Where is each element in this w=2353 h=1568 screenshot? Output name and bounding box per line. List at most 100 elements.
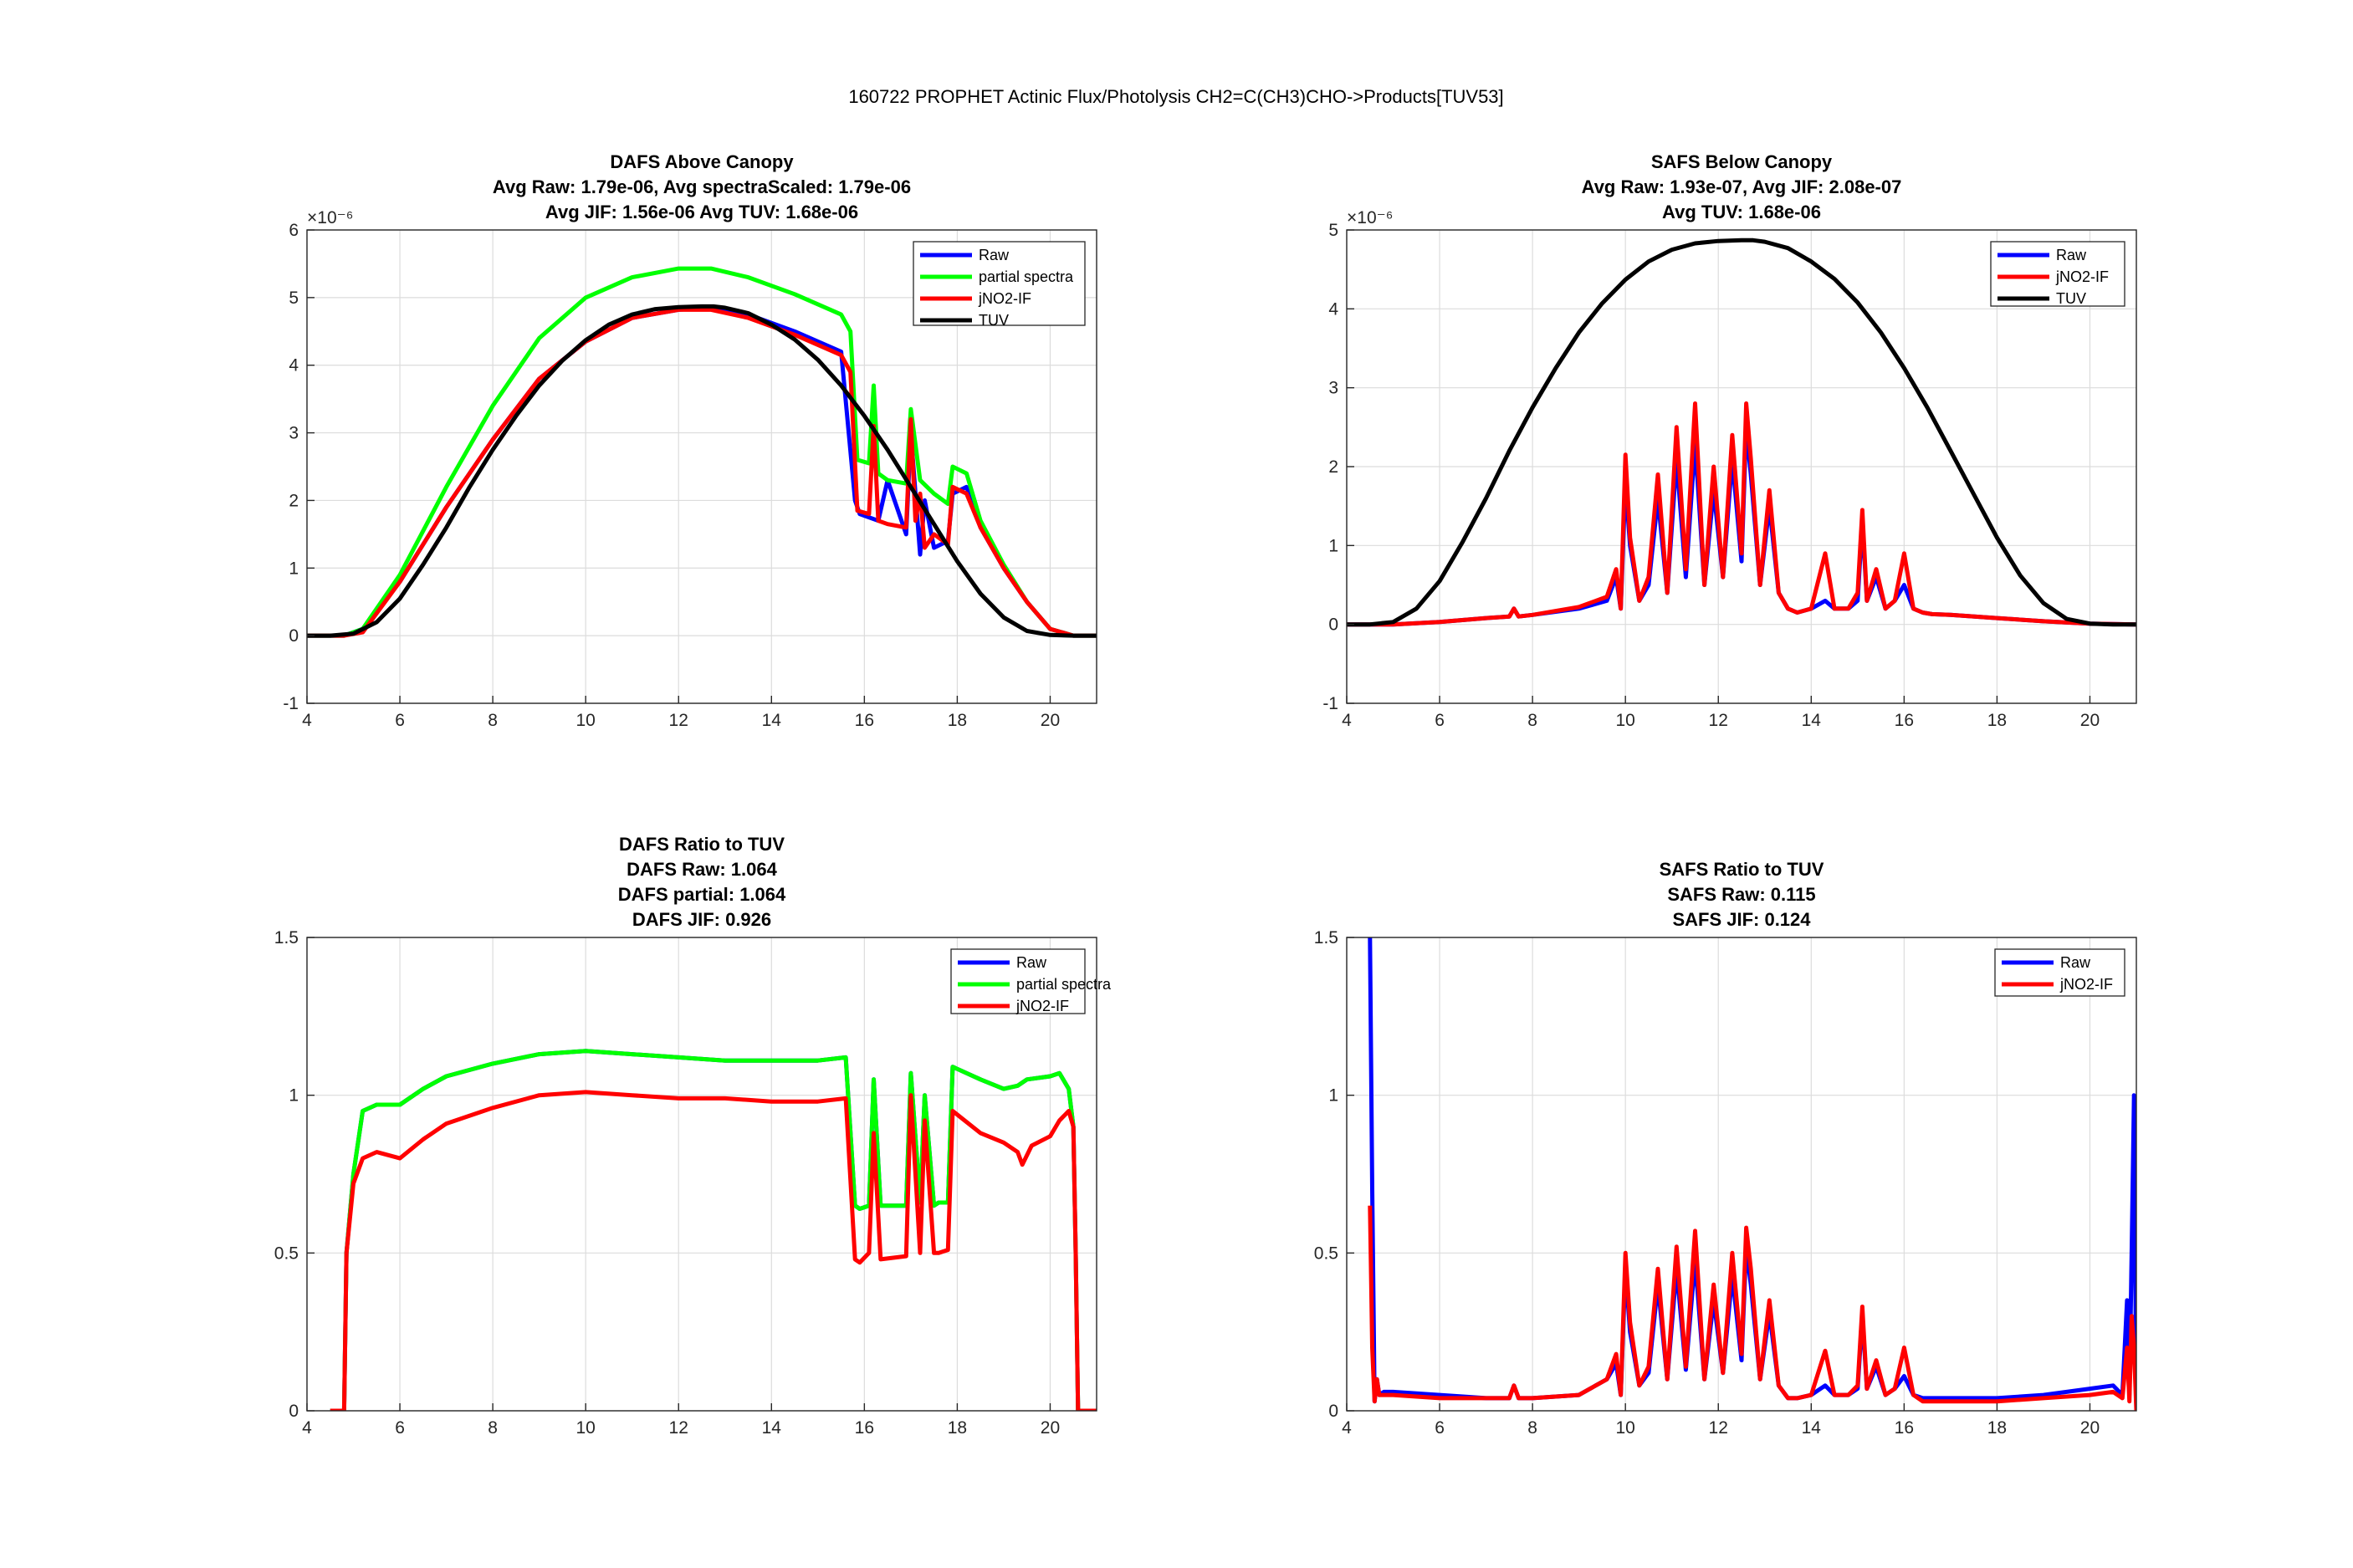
chart-title-line: Avg JIF: 1.56e-06 Avg TUV: 1.68e-06 (545, 202, 858, 222)
x-tick-label: 6 (395, 711, 405, 730)
legend-label: Raw (2060, 954, 2091, 971)
chart-title-line: SAFS Ratio to TUV (1660, 859, 1824, 880)
x-tick-label: 18 (948, 711, 967, 730)
x-tick-label: 12 (669, 711, 688, 730)
x-tick-label: 14 (762, 1418, 782, 1438)
chart-title-line: DAFS JIF: 0.926 (632, 909, 771, 930)
y-tick-label: 1 (1328, 536, 1338, 555)
x-tick-label: 10 (575, 711, 595, 730)
legend-label: jNO2-IF (1015, 998, 1069, 1014)
series-line-tuv (1347, 237, 2136, 627)
y-tick-label: 1 (1328, 1086, 1338, 1106)
legend-label: jNO2-IF (2059, 976, 2113, 993)
legend: Raw partial spectra jNO2-IF (950, 948, 1112, 1014)
x-tick-label: 12 (1709, 1418, 1728, 1438)
y-tick-label: 1.5 (1314, 928, 1338, 947)
y-exponent-label: ×10⁻⁶ (1347, 208, 1393, 227)
y-tick-label: 1 (289, 1086, 299, 1106)
x-tick-label: 10 (575, 1418, 595, 1438)
x-tick-label: 4 (1342, 711, 1352, 730)
chart-4: 4 6 8 10 12 14 16 18 20 0 0.5 1 1.5 SAFS Ratio to TUV… (1314, 859, 2137, 1438)
x-tick-label: 10 (1615, 711, 1634, 730)
x-tick-label: 16 (1895, 1418, 1914, 1438)
x-tick-label: 18 (948, 1418, 967, 1438)
y-tick-label: -1 (1322, 694, 1338, 713)
x-tick-label: 6 (1435, 1418, 1445, 1438)
y-tick-label: 5 (1328, 221, 1338, 240)
chart-title-line: Avg Raw: 1.93e-07, Avg JIF: 2.08e-07 (1582, 176, 1902, 197)
chart-title-line: DAFS partial: 1.064 (618, 884, 786, 905)
series-line-jno2-if (330, 1090, 1097, 1411)
y-tick-label: 0 (289, 626, 299, 646)
x-tick-label: 14 (1802, 1418, 1822, 1438)
x-tick-label: 4 (1342, 1418, 1352, 1438)
axes-frame (306, 937, 1097, 1412)
y-tick-label: 1 (289, 559, 299, 578)
x-tick-label: 14 (762, 711, 782, 730)
chart-title-line: Avg TUV: 1.68e-06 (1662, 202, 1821, 222)
y-tick-label: 0.5 (274, 1244, 299, 1263)
legend: Raw jNO2-IF (1994, 948, 2125, 997)
series-group (1347, 237, 2136, 627)
chart-title-line: DAFS Ratio to TUV (619, 834, 785, 855)
x-tick-label: 18 (1987, 711, 2007, 730)
y-tick-label: 0 (1328, 615, 1338, 635)
chart-title-line: Avg Raw: 1.79e-06, Avg spectraScaled: 1.… (493, 176, 911, 197)
legend-label: partial spectra (979, 268, 1074, 285)
axes-frame (306, 229, 1097, 704)
legend: Raw jNO2-IF TUV (1990, 241, 2125, 307)
x-tick-label: 20 (1041, 1418, 1060, 1438)
chart-3: 4 6 8 10 12 14 16 18 20 0 0.5 1 1.5 DAFS Ratio to TUV… (274, 834, 1112, 1438)
x-tick-label: 10 (1615, 1418, 1634, 1438)
legend-label: Raw (979, 247, 1010, 263)
series-line-jno2-if (1347, 401, 2136, 627)
x-tick-label: 8 (488, 1418, 498, 1438)
figure-title: 160722 PROPHET Actinic Flux/Photolysis C… (848, 86, 1503, 107)
y-tick-label: 0.5 (1314, 1244, 1338, 1263)
chart-title-line: DAFS Above Canopy (610, 151, 794, 172)
x-tick-label: 4 (302, 1418, 312, 1438)
legend-label: TUV (979, 312, 1009, 329)
legend-box (1990, 241, 2125, 307)
y-tick-label: 6 (289, 221, 299, 240)
x-tick-label: 16 (855, 1418, 874, 1438)
legend-label: partial spectra (1016, 976, 1112, 993)
series-line-tuv (307, 304, 1097, 638)
chart-title-line: SAFS Below Canopy (1651, 151, 1833, 172)
x-tick-label: 16 (855, 711, 874, 730)
x-tick-label: 4 (302, 711, 312, 730)
x-tick-label: 18 (1987, 1418, 2007, 1438)
plot-area (307, 937, 1097, 1411)
series-group (330, 1049, 1097, 1411)
legend-label: jNO2-IF (978, 290, 1031, 307)
chart-title-line: SAFS JIF: 0.124 (1672, 909, 1811, 930)
x-tick-label: 8 (1527, 711, 1537, 730)
y-tick-label: 4 (1328, 299, 1338, 319)
series-group (307, 266, 1097, 638)
x-tick-label: 8 (488, 711, 498, 730)
x-tick-label: 8 (1527, 1418, 1537, 1438)
y-tick-label: 2 (1328, 457, 1338, 477)
y-tick-label: 2 (289, 491, 299, 510)
x-tick-label: 16 (1895, 711, 1914, 730)
chart-title-line: DAFS Raw: 1.064 (627, 859, 777, 880)
legend-label: Raw (1016, 954, 1047, 971)
x-tick-label: 20 (2080, 711, 2100, 730)
x-tick-label: 20 (2080, 1418, 2100, 1438)
y-tick-label: -1 (283, 694, 299, 713)
x-tick-label: 20 (1041, 711, 1060, 730)
y-exponent-label: ×10⁻⁶ (307, 208, 353, 227)
legend-label: Raw (2056, 247, 2087, 263)
series-line-jno2-if (1368, 1205, 2136, 1411)
axes-frame (1346, 937, 2137, 1412)
y-tick-label: 4 (289, 356, 299, 375)
series-line-partial-spectra (307, 266, 1097, 638)
x-tick-label: 6 (1435, 711, 1445, 730)
y-tick-label: 5 (289, 289, 299, 308)
legend-box (1994, 948, 2125, 997)
series-group (1368, 937, 2136, 1411)
y-tick-label: 3 (289, 424, 299, 443)
legend-box (950, 948, 1086, 1014)
